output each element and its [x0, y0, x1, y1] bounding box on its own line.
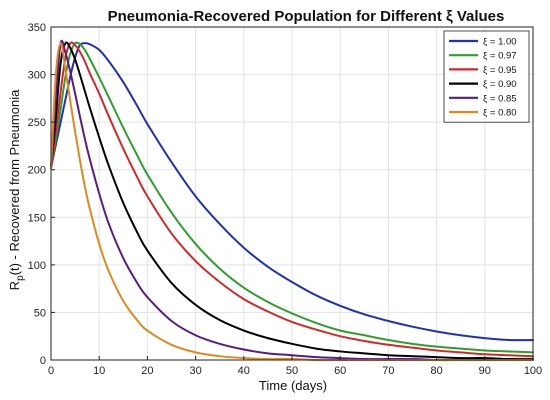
x-tick-label: 90: [479, 365, 491, 377]
series-line-4: [50, 41, 534, 361]
legend-entry: ξ = 0.97: [449, 51, 517, 62]
x-tick-label: 30: [189, 365, 201, 377]
legend-entry: ξ = 1.00: [449, 37, 517, 48]
y-axis-label: Rp(t) - Recovered from Pneumonia: [7, 89, 26, 290]
legend-label: ξ = 0.85: [483, 93, 517, 104]
y-tick-label: 200: [28, 165, 46, 177]
x-tick-label: 10: [93, 365, 105, 377]
y-axis-label-subscript: p: [15, 275, 26, 281]
legend-label: ξ = 0.97: [483, 51, 517, 62]
legend-label: ξ = 0.80: [483, 108, 517, 119]
y-tick-label: 0: [40, 355, 46, 367]
legend: ξ = 1.00 ξ = 0.97 ξ = 0.95 ξ = 0.90 ξ = 0.85…: [443, 30, 530, 123]
legend-box: [443, 30, 530, 123]
y-tick-label: 50: [34, 307, 46, 319]
legend-label: ξ = 1.00: [483, 37, 517, 48]
y-axis-label-rest: (t) - Recovered from Pneumonia: [7, 89, 22, 275]
x-axis-label: Time (days): [259, 378, 327, 393]
x-tick-label: 20: [141, 365, 153, 377]
legend-entry: ξ = 0.95: [449, 65, 517, 76]
legend-items: ξ = 1.00 ξ = 0.97 ξ = 0.95 ξ = 0.90 ξ = 0.85…: [449, 37, 517, 119]
legend-label: ξ = 0.90: [483, 79, 517, 90]
y-tick-label: 100: [28, 260, 46, 272]
x-tick-label: 50: [286, 365, 298, 377]
x-tick-label: 0: [48, 365, 54, 377]
series-line-3: [50, 41, 534, 358]
chart-title: Pneumonia-Recovered Population for Diffe…: [108, 8, 505, 25]
y-tick-label: 350: [28, 22, 46, 34]
y-axis-label-main: R: [7, 281, 22, 290]
legend-label: ξ = 0.95: [483, 65, 517, 76]
x-tick-label: 80: [430, 365, 442, 377]
y-tick-label: 150: [28, 212, 46, 224]
y-tick-label: 300: [28, 70, 46, 82]
x-tick-label: 60: [334, 365, 346, 377]
x-tick-label: 70: [382, 365, 394, 377]
legend-entry: ξ = 0.80: [449, 108, 517, 119]
x-axis-ticks: 0 10 20 30 40 50 60 70 80 90 100: [48, 356, 542, 377]
x-tick-label: 40: [238, 365, 250, 377]
x-tick-label: 100: [524, 365, 542, 377]
y-axis-ticks: 0 50 100 150 200 250 300 350: [28, 22, 55, 367]
legend-entry: ξ = 0.90: [449, 79, 517, 90]
legend-entry: ξ = 0.85: [449, 93, 517, 104]
y-tick-label: 250: [28, 117, 46, 129]
